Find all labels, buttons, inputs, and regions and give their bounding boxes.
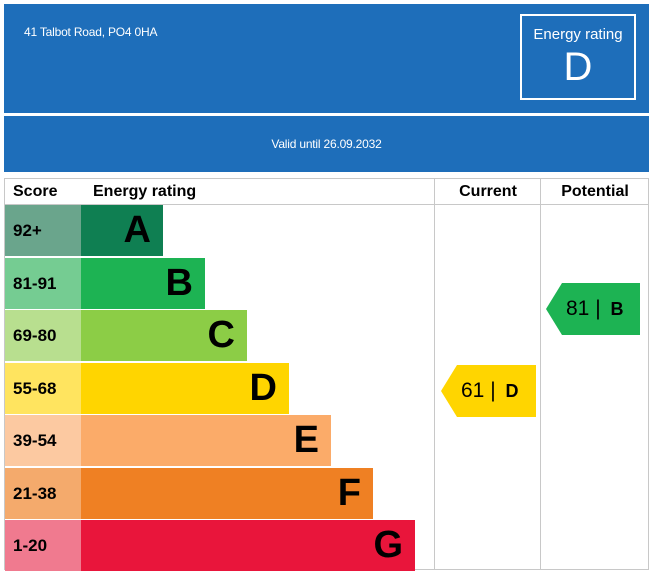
band-letter: D bbox=[249, 366, 277, 409]
rating-band-g: 1-20 G bbox=[5, 520, 435, 571]
energy-rating-value: D bbox=[563, 45, 593, 89]
header-banner: 41 Talbot Road, PO4 0HA Energy rating D bbox=[4, 4, 649, 113]
band-bar: B bbox=[81, 257, 205, 309]
potential-score: 81 | bbox=[566, 297, 601, 320]
column-divider bbox=[540, 179, 541, 569]
band-score-range: 39-54 bbox=[5, 415, 81, 466]
band-letter: F bbox=[337, 471, 361, 514]
current-arrow-shape bbox=[441, 365, 536, 417]
energy-rating-label: Energy rating bbox=[533, 26, 623, 43]
rating-band-a: 92+ A bbox=[5, 205, 435, 256]
potential-arrow-shape bbox=[546, 283, 640, 335]
band-score-range: 92+ bbox=[5, 205, 81, 256]
rating-band-f: 21-38 F bbox=[5, 467, 435, 519]
current-rating-marker: 61 | D bbox=[441, 365, 536, 417]
band-bar: F bbox=[81, 467, 373, 519]
potential-rating-marker: 81 | B bbox=[546, 283, 640, 335]
band-bar: A bbox=[81, 205, 163, 256]
energy-rating-box: Energy rating D bbox=[520, 14, 636, 100]
rating-band-e: 39-54 E bbox=[5, 415, 435, 466]
valid-until-banner: Valid until 26.09.2032 bbox=[4, 116, 649, 172]
current-letter: D bbox=[505, 381, 519, 401]
column-header-current: Current bbox=[459, 183, 517, 200]
rating-band-d: 55-68 D bbox=[5, 362, 435, 414]
header-divider bbox=[5, 204, 648, 205]
band-score-range: 69-80 bbox=[5, 310, 81, 361]
column-header-potential: Potential bbox=[561, 183, 629, 200]
potential-letter: B bbox=[610, 299, 624, 319]
energy-rating-chart: Score Energy rating Current Potential 92… bbox=[4, 178, 649, 571]
rating-band-b: 81-91 B bbox=[5, 257, 435, 309]
column-divider bbox=[434, 179, 435, 569]
band-bar: G bbox=[81, 520, 415, 571]
band-bar: D bbox=[81, 362, 289, 414]
band-letter: B bbox=[165, 261, 193, 304]
band-score-range: 55-68 bbox=[5, 362, 81, 414]
property-address: 41 Talbot Road, PO4 0HA bbox=[24, 25, 158, 39]
band-score-range: 81-91 bbox=[5, 257, 81, 309]
band-letter: G bbox=[373, 524, 403, 566]
band-score-range: 1-20 bbox=[5, 520, 81, 571]
rating-band-c: 69-80 C bbox=[5, 310, 435, 361]
band-letter: E bbox=[293, 419, 319, 461]
column-header-energy-rating: Energy rating bbox=[93, 183, 197, 200]
band-letter: A bbox=[123, 209, 151, 251]
column-header-score: Score bbox=[13, 183, 58, 200]
band-bar: C bbox=[81, 310, 247, 361]
current-score: 61 | bbox=[461, 379, 496, 402]
band-letter: C bbox=[207, 314, 235, 356]
band-score-range: 21-38 bbox=[5, 467, 81, 519]
band-bar: E bbox=[81, 415, 331, 466]
